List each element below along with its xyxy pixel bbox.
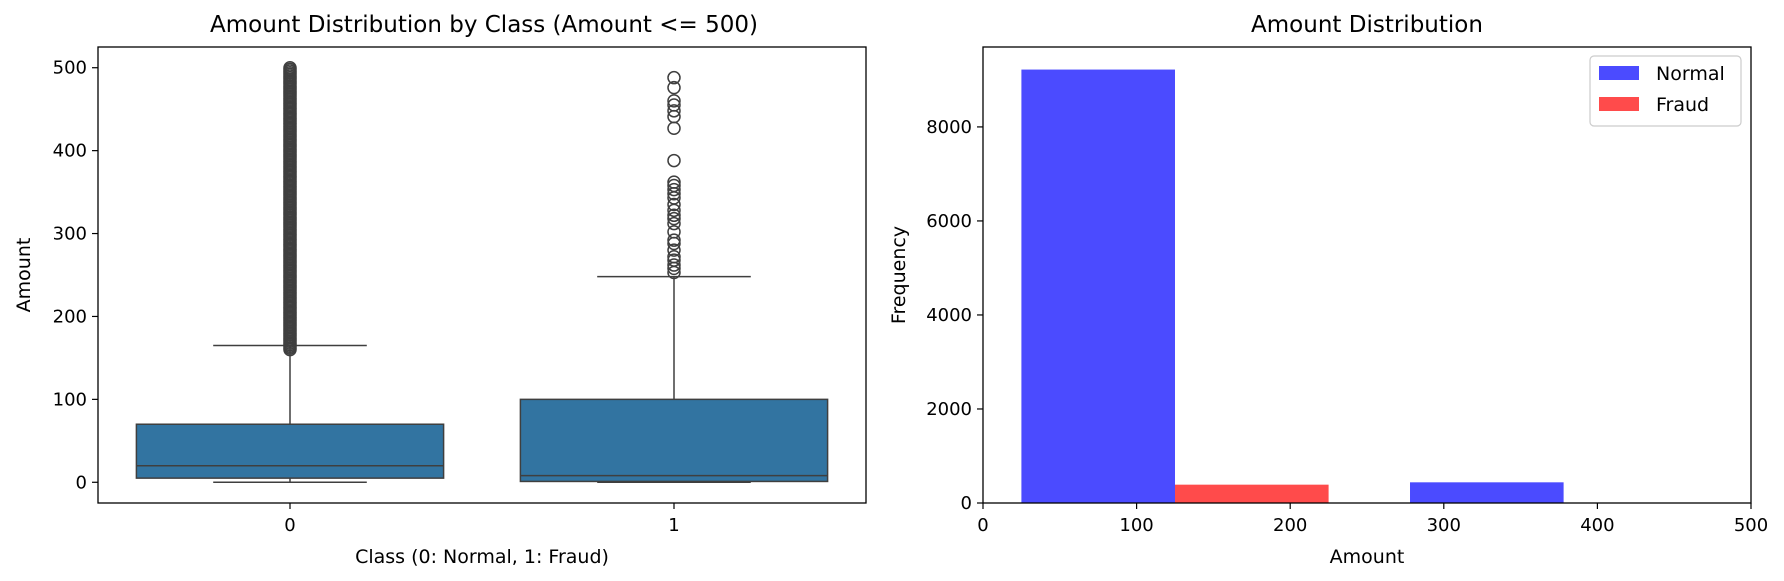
histogram-bars bbox=[1021, 69, 1718, 504]
x-tick-label: 300 bbox=[1427, 515, 1461, 536]
x-tick-label: 200 bbox=[1273, 515, 1307, 536]
x-tick-label: 0 bbox=[284, 515, 295, 536]
hist-chart-frame bbox=[982, 46, 1752, 504]
outlier-point bbox=[667, 178, 681, 193]
x-tick-label: 400 bbox=[1580, 515, 1614, 536]
outlier-point bbox=[667, 153, 681, 168]
outlier-point bbox=[667, 197, 681, 212]
bar-normal bbox=[1410, 482, 1564, 503]
y-tick-label: 0 bbox=[961, 493, 972, 514]
outlier-point bbox=[667, 253, 681, 267]
y-tick-label: 200 bbox=[53, 306, 87, 327]
x-tick-label: 0 bbox=[977, 515, 988, 536]
x-tick-label: 500 bbox=[1734, 515, 1768, 536]
y-tick-label: 300 bbox=[53, 224, 87, 245]
legend-swatch-fraud bbox=[1599, 97, 1639, 111]
hist-chart-x-ticks: 0 100 200 300 400 500 bbox=[977, 503, 1768, 536]
hist-chart-title: Amount Distribution bbox=[1251, 12, 1483, 38]
box-chart-x-label: Class (0: Normal, 1: Fraud) bbox=[355, 546, 609, 568]
legend-label-fraud: Fraud bbox=[1656, 94, 1709, 116]
y-tick-label: 4000 bbox=[926, 305, 972, 326]
outlier-point bbox=[667, 182, 681, 197]
outlier-point bbox=[667, 243, 681, 257]
histogram-chart: Amount Distribution 0 2000 4000 6000 8000 0 1… bbox=[888, 12, 1768, 568]
y-tick-label: 100 bbox=[53, 389, 87, 410]
legend: Normal Fraud bbox=[1589, 55, 1742, 127]
box-plot-marks bbox=[135, 60, 829, 484]
x-tick-label: 1 bbox=[668, 515, 679, 536]
outlier-point bbox=[667, 216, 681, 231]
legend-swatch-normal bbox=[1599, 66, 1639, 80]
y-tick-label: 8000 bbox=[926, 117, 972, 138]
outlier-point bbox=[667, 175, 681, 189]
y-tick-label: 400 bbox=[53, 141, 87, 162]
hist-chart-x-label: Amount bbox=[1330, 546, 1405, 568]
bar-fraud bbox=[1175, 484, 1329, 503]
hist-chart-y-ticks: 0 2000 4000 6000 8000 bbox=[926, 117, 983, 514]
box-chart-title: Amount Distribution by Class (Amount <= … bbox=[210, 12, 758, 38]
outlier-point bbox=[667, 211, 681, 226]
box-group-class-0 bbox=[135, 60, 445, 484]
y-tick-label: 500 bbox=[53, 58, 87, 79]
outlier-point bbox=[667, 94, 681, 108]
x-tick-label: 100 bbox=[1119, 515, 1153, 536]
box-plot-chart: Amount Distribution by Class (Amount <= … bbox=[13, 12, 867, 568]
outlier-point bbox=[667, 208, 681, 223]
outlier-point bbox=[667, 233, 681, 247]
outlier-point bbox=[667, 225, 681, 239]
iqr-box bbox=[519, 398, 829, 483]
outlier-point bbox=[667, 250, 681, 264]
y-tick-label: 0 bbox=[76, 472, 87, 493]
y-tick-label: 2000 bbox=[926, 399, 972, 420]
outlier-point bbox=[667, 70, 681, 85]
box-group-class-1 bbox=[519, 70, 829, 484]
box-chart-frame bbox=[97, 46, 867, 504]
hist-chart-y-label: Frequency bbox=[888, 226, 910, 324]
bar-normal bbox=[1021, 69, 1175, 504]
outlier-point bbox=[667, 80, 681, 95]
box-chart-y-label: Amount bbox=[13, 238, 35, 313]
outlier-point bbox=[667, 104, 681, 118]
box-chart-y-ticks: 0 100 200 300 400 500 bbox=[53, 58, 98, 493]
y-tick-label: 6000 bbox=[926, 211, 972, 232]
outlier-point bbox=[283, 60, 297, 75]
iqr-box bbox=[135, 423, 445, 479]
legend-label-normal: Normal bbox=[1656, 63, 1725, 85]
outlier-point bbox=[667, 258, 681, 272]
outlier-point bbox=[667, 98, 681, 112]
